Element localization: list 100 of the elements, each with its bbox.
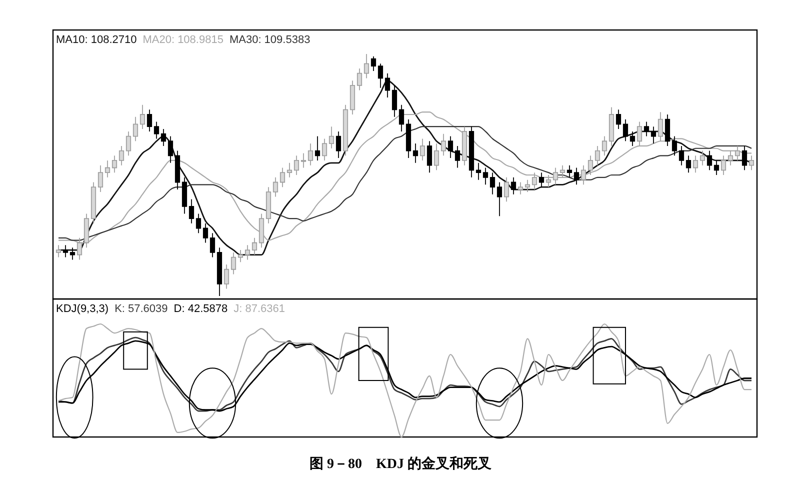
- candlestick: [244, 244, 250, 260]
- candlestick: [140, 104, 146, 130]
- candlestick: [714, 160, 720, 176]
- candlestick: [286, 162, 292, 178]
- candlestick: [168, 136, 174, 164]
- candlestick: [174, 150, 180, 190]
- candlestick: [370, 56, 376, 72]
- candlestick: [636, 121, 642, 146]
- candlestick: [342, 104, 348, 156]
- candlestick: [420, 138, 426, 161]
- candlestick: [650, 126, 656, 144]
- candlestick: [448, 136, 454, 159]
- candlestick: [560, 164, 566, 178]
- candlestick: [742, 146, 748, 171]
- candlestick: [434, 143, 440, 171]
- candlestick: [90, 182, 96, 224]
- candlestick: [294, 155, 300, 176]
- candlestick: [160, 128, 166, 146]
- candlestick: [622, 118, 628, 142]
- candlestick: [580, 164, 586, 186]
- candlestick: [154, 121, 160, 140]
- candlestick: [70, 247, 76, 260]
- candlestick: [594, 146, 600, 166]
- candlestick: [202, 222, 208, 244]
- candlestick: [630, 130, 636, 146]
- candlestick: [272, 176, 278, 198]
- candlestick: [532, 172, 538, 190]
- candlestick: [664, 114, 670, 146]
- candlestick: [406, 118, 412, 159]
- candlestick: [224, 264, 230, 290]
- candlestick: [510, 176, 516, 195]
- candlestick: [440, 133, 446, 156]
- candlestick: [314, 136, 320, 161]
- candlestick: [616, 109, 622, 130]
- candlestick: [98, 164, 104, 192]
- candlestick: [196, 213, 202, 234]
- candlestick: [216, 247, 222, 296]
- candlestick: [364, 54, 370, 79]
- candlestick: [356, 68, 362, 91]
- candlestick: [678, 146, 684, 166]
- candlestick: [188, 198, 194, 224]
- candlestick: [490, 172, 496, 195]
- candlestick: [700, 150, 706, 166]
- candlestick: [238, 250, 244, 263]
- candlestick: [518, 182, 524, 195]
- candlestick: [182, 176, 188, 214]
- candlestick: [496, 182, 502, 217]
- candlestick: [378, 63, 384, 88]
- candlestick: [308, 143, 314, 166]
- candlestick: [132, 116, 138, 142]
- text: MA10: 108.2710: [56, 34, 137, 46]
- candlestick: [692, 155, 698, 174]
- text: MA30: 109.5383: [229, 34, 310, 46]
- candlestick: [566, 164, 572, 178]
- candlestick: [524, 179, 530, 192]
- candlestick: [602, 136, 608, 156]
- candlestick: [266, 186, 272, 224]
- candlestick: [230, 252, 236, 275]
- candlestick: [734, 146, 740, 161]
- chart-title: KDJ(9,3,3): [56, 303, 109, 315]
- candlestick: [454, 146, 460, 168]
- candlestick: [252, 237, 258, 256]
- candlestick: [392, 85, 398, 118]
- candlestick: [62, 244, 68, 258]
- candlestick: [280, 167, 286, 188]
- candlestick: [588, 155, 594, 176]
- text: K: 57.6039: [114, 303, 168, 315]
- series-label: J: 87.6361: [234, 303, 285, 315]
- candlestick: [112, 155, 118, 174]
- candlestick: [504, 176, 510, 202]
- candlestick: [300, 152, 306, 168]
- candlestick: [546, 174, 552, 188]
- candlestick: [672, 136, 678, 156]
- candlestick: [608, 106, 614, 146]
- candlestick: [328, 126, 334, 149]
- candlestick: [118, 146, 124, 166]
- candlestick: [686, 155, 692, 174]
- text: D: 42.5878: [174, 303, 228, 315]
- candlestick: [538, 172, 544, 188]
- candlestick: [126, 130, 132, 156]
- candlestick: [398, 104, 404, 132]
- candlestick: [728, 150, 734, 166]
- candlestick: [322, 138, 328, 161]
- candlestick: [644, 121, 650, 137]
- candlestick: [426, 140, 432, 174]
- candlestick: [210, 232, 216, 258]
- caption: 图 9－80 KDJ 的金叉和死叉: [310, 456, 492, 472]
- candlestick: [462, 126, 468, 166]
- candlestick: [412, 143, 418, 164]
- candlestick: [574, 167, 580, 186]
- candlestick: [482, 167, 488, 186]
- candlestick: [384, 72, 390, 98]
- candlestick: [350, 80, 356, 115]
- candlestick: [468, 126, 474, 178]
- candlestick: [706, 150, 712, 171]
- candlestick: [336, 130, 342, 159]
- candlestick: [552, 167, 558, 186]
- candlestick: [56, 244, 62, 258]
- text: MA20: 108.9815: [142, 34, 224, 46]
- candlestick: [104, 160, 110, 178]
